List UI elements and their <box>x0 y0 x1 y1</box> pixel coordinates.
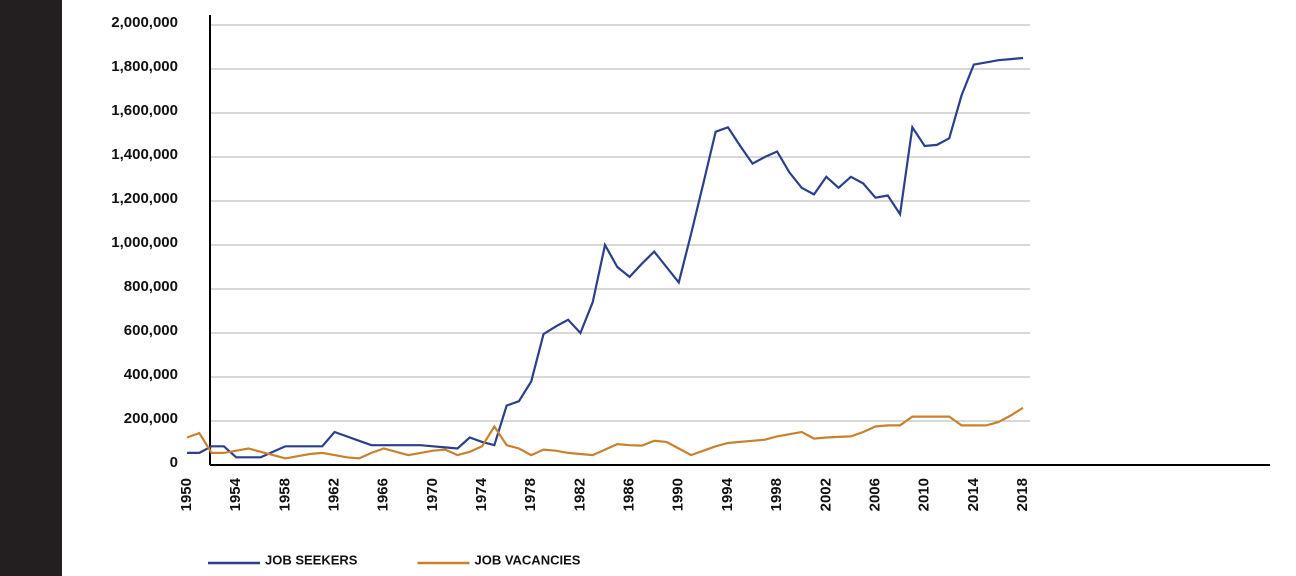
x-tick-label: 2010 <box>916 478 933 511</box>
y-tick-label: 800,000 <box>124 278 178 295</box>
x-tick-label: 1990 <box>670 478 687 511</box>
x-tick-label: 1966 <box>375 478 392 511</box>
x-tick-label: 1950 <box>178 478 195 511</box>
y-tick-label: 1,800,000 <box>111 58 178 75</box>
x-tick-label: 1970 <box>424 478 441 511</box>
x-tick-label: 1994 <box>719 477 736 511</box>
x-tick-label: 2006 <box>866 478 883 511</box>
y-tick-label: 1,000,000 <box>111 234 178 251</box>
x-tick-label: 1982 <box>571 478 588 511</box>
data-line <box>187 56 1024 459</box>
x-tick-label: 1958 <box>276 478 293 511</box>
legend-label: JOB VACANCIES <box>474 552 580 567</box>
legend-label: JOB SEEKERS <box>265 552 358 567</box>
y-tick-label: 1,400,000 <box>111 146 178 163</box>
x-tick-label: 1962 <box>325 478 342 511</box>
y-tick-label: 600,000 <box>124 322 178 339</box>
y-tick-label: 400,000 <box>124 366 178 383</box>
x-tick-label: 1954 <box>227 477 244 511</box>
x-tick-label: 2014 <box>965 477 982 511</box>
y-tick-label: 1,200,000 <box>111 190 178 207</box>
x-tick-label: 1974 <box>473 477 490 511</box>
x-tick-label: 2002 <box>817 478 834 511</box>
data-line <box>186 406 1024 460</box>
x-tick-label: 1986 <box>621 478 638 511</box>
y-tick-label: 2,000,000 <box>111 14 178 31</box>
side-bar <box>0 0 62 576</box>
x-tick-label: 1998 <box>768 478 785 511</box>
y-tick-label: 1,600,000 <box>111 102 178 119</box>
x-tick-label: 2018 <box>1014 478 1031 511</box>
x-tick-label: 1978 <box>522 478 539 511</box>
y-tick-label: 200,000 <box>124 410 178 427</box>
y-tick-label: 0 <box>170 454 178 471</box>
